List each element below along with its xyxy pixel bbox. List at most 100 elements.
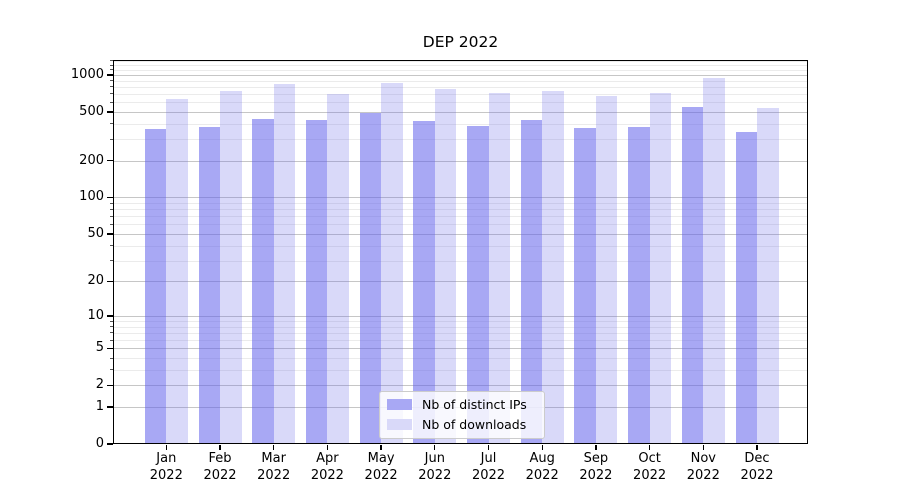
bar-distinct-ips-apr — [305, 119, 328, 444]
x-tick-year: 2022 — [525, 467, 559, 483]
gridline-minor — [113, 332, 808, 334]
x-tick-label: Aug 2022 — [510, 450, 574, 484]
y-tick-mark — [106, 233, 113, 235]
y-minor-tick-mark — [109, 357, 113, 359]
gridline-major — [113, 281, 808, 283]
gridline-minor — [113, 65, 808, 67]
legend-swatch-downloads — [387, 419, 412, 431]
gridline-minor — [113, 102, 808, 104]
bar-distinct-ips-mar — [252, 119, 274, 444]
gridline-minor — [113, 358, 808, 360]
y-tick-label: 100 — [79, 189, 104, 205]
bar-downloads-dec — [757, 107, 779, 444]
gridline-minor — [113, 86, 808, 88]
bar-distinct-ips-nov — [681, 106, 704, 444]
y-tick-label: 50 — [87, 225, 104, 241]
bar-downloads-apr — [327, 93, 349, 444]
x-tick-month: Nov — [690, 450, 716, 466]
bar-distinct-ips-jun — [413, 120, 435, 444]
gridline-major — [113, 385, 808, 387]
gridline-minor — [113, 123, 808, 125]
legend-swatch-distinct-ips — [387, 398, 412, 410]
bar-downloads-jul — [488, 93, 510, 444]
chart-title: DEP 2022 — [422, 33, 499, 51]
x-tick-year: 2022 — [740, 467, 774, 483]
gridline-major — [113, 111, 808, 113]
x-tick-mark — [595, 445, 597, 450]
y-tick-label: 200 — [79, 152, 104, 168]
x-tick-mark — [434, 445, 436, 450]
x-tick-label: Feb 2022 — [188, 450, 252, 484]
y-minor-tick-mark — [109, 369, 113, 371]
x-tick-month: Sep — [583, 450, 609, 466]
x-tick-year: 2022 — [257, 467, 291, 483]
x-tick-label: Jul 2022 — [457, 450, 521, 484]
y-tick-label: 500 — [79, 103, 104, 119]
y-minor-tick-mark — [109, 215, 113, 217]
x-tick-label: Jun 2022 — [403, 450, 467, 484]
bar-downloads-sep — [595, 95, 618, 444]
bar-downloads-oct — [649, 92, 672, 444]
x-tick-year: 2022 — [418, 467, 452, 483]
gridline-minor — [113, 321, 808, 322]
y-minor-tick-mark — [109, 60, 113, 62]
gridline-major — [113, 160, 808, 162]
x-tick-label: Oct 2022 — [618, 450, 682, 484]
x-tick-label: Sep 2022 — [564, 450, 628, 484]
gridline-minor — [113, 369, 808, 371]
legend-item-downloads: Nb of downloads — [387, 417, 544, 432]
gridline-minor — [113, 209, 808, 211]
x-tick-year: 2022 — [364, 467, 398, 483]
gridline-minor — [113, 93, 808, 95]
x-tick-year: 2022 — [471, 467, 506, 483]
bar-downloads-feb — [220, 90, 242, 444]
y-minor-tick-mark — [109, 86, 113, 88]
bar-distinct-ips-jan — [144, 129, 167, 444]
x-tick-mark — [648, 445, 651, 450]
x-tick-year: 2022 — [633, 467, 667, 483]
x-tick-mark — [541, 445, 543, 450]
y-minor-tick-mark — [109, 93, 113, 95]
y-minor-tick-mark — [109, 332, 113, 334]
y-minor-tick-mark — [109, 69, 113, 71]
gridline-minor — [113, 139, 808, 141]
gridline-minor — [113, 326, 808, 328]
bar-downloads-mar — [273, 83, 296, 444]
y-tick-mark — [106, 443, 113, 445]
bar-distinct-ips-sep — [574, 127, 596, 444]
y-minor-tick-mark — [109, 208, 113, 210]
x-tick-label: Nov 2022 — [671, 450, 735, 484]
bar-downloads-jun — [434, 88, 457, 444]
y-tick-mark — [106, 160, 113, 162]
bar-downloads-jan — [166, 99, 188, 444]
y-tick-label: 20 — [87, 273, 104, 289]
bar-distinct-ips-jul — [467, 125, 489, 444]
legend: Nb of distinct IPs Nb of downloads — [379, 390, 545, 439]
gridline-minor — [113, 224, 808, 226]
y-minor-tick-mark — [109, 202, 113, 204]
y-tick-label: 1 — [95, 398, 104, 414]
y-tick-mark — [106, 315, 113, 317]
gridline-major — [113, 233, 808, 235]
x-tick-year: 2022 — [310, 467, 344, 483]
y-tick-mark — [106, 196, 113, 199]
y-tick-mark — [106, 74, 113, 76]
bar-downloads-nov — [703, 77, 725, 444]
x-tick-mark — [380, 445, 382, 450]
x-tick-label: Dec 2022 — [725, 450, 789, 484]
gridline-minor — [113, 260, 808, 262]
x-tick-mark — [326, 445, 329, 450]
y-minor-tick-mark — [109, 123, 113, 125]
legend-label-downloads: Nb of downloads — [422, 417, 527, 433]
x-tick-month: Mar — [261, 450, 286, 466]
x-tick-month: Jul — [480, 450, 497, 466]
x-tick-label: May 2022 — [349, 450, 413, 484]
gridline-minor — [113, 80, 808, 82]
x-tick-year: 2022 — [149, 467, 183, 483]
bar-distinct-ips-feb — [198, 127, 220, 444]
x-tick-month: Aug — [529, 450, 555, 466]
y-minor-tick-mark — [109, 326, 113, 328]
gridline-minor — [113, 60, 808, 62]
gridline-major — [113, 315, 808, 317]
